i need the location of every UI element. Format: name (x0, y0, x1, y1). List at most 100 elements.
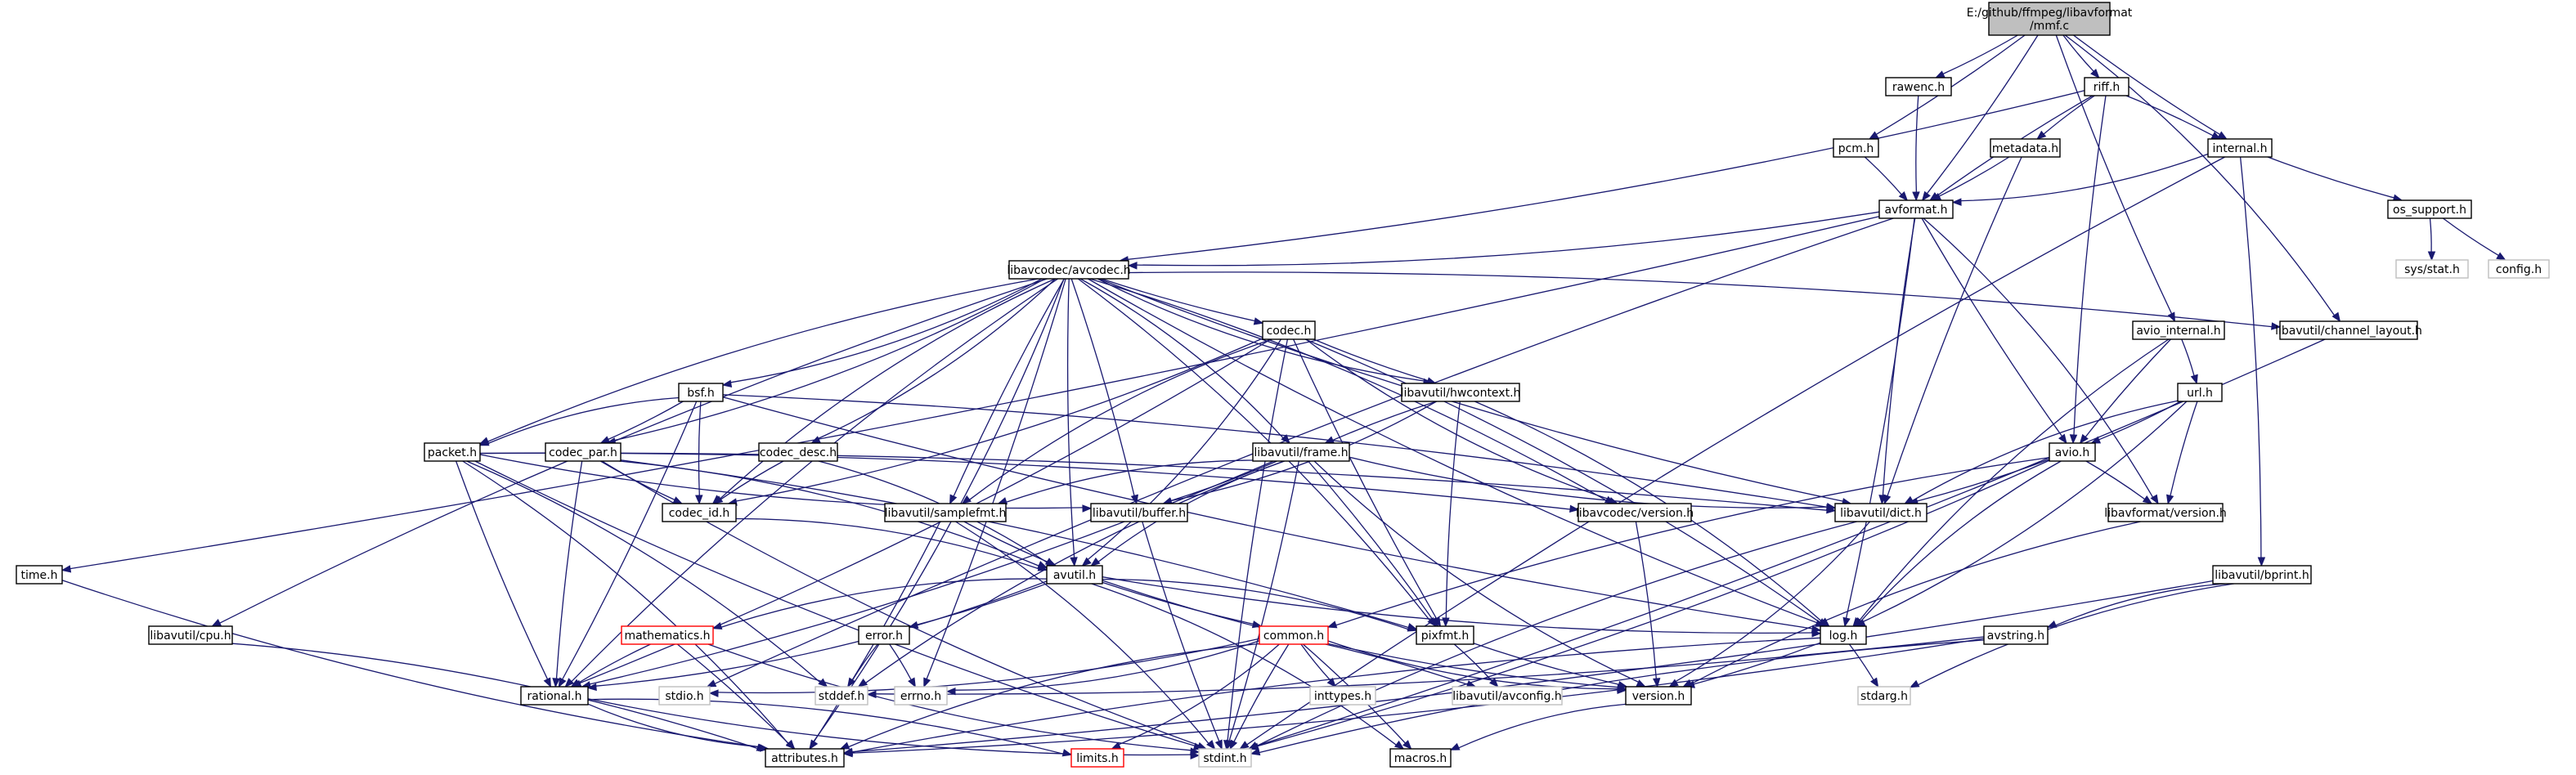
node-avcodec-h[interactable]: libavcodec/avcodec.h (1007, 260, 1131, 280)
node-codec-par-h[interactable]: codec_par.h (545, 442, 622, 462)
node-dict-h[interactable]: libavutil/dict.h (1834, 503, 1928, 522)
node-log-h[interactable]: log.h (1820, 625, 1867, 645)
edge-avcodec_h-to-errno_h (923, 278, 1066, 688)
node-box (1833, 138, 1879, 158)
edge-frame_h-to-stddef_h (857, 460, 1285, 688)
node-box (1983, 625, 2049, 645)
node-label: pixfmt.h (1421, 629, 1469, 643)
node-box (2107, 503, 2224, 522)
edge-codec_h-to-samplefmt_h (961, 338, 1272, 504)
node-limits-h[interactable]: limits.h (1070, 748, 1124, 768)
node-label: stddef.h (819, 690, 864, 703)
node-samplefmt-h[interactable]: libavutil/samplefmt.h (884, 503, 1007, 522)
node-mmf-c[interactable]: E:/github/ffmpeg/libavformat/mmf.c (1967, 2, 2133, 36)
node-box (2132, 320, 2225, 340)
edge-common_h-to-stdint_h (1229, 643, 1290, 750)
node-rawenc-h[interactable]: rawenc.h (1885, 77, 1952, 96)
node-label: mathematics.h (624, 629, 710, 643)
node-box (1401, 383, 1520, 402)
edge-mathematics_h-to-rational_h (570, 643, 651, 688)
node-pixfmt-h[interactable]: pixfmt.h (1416, 625, 1474, 645)
node-box (1070, 748, 1124, 768)
node-avformat-version-h[interactable]: libavformat/version.h (2104, 503, 2227, 522)
node-label: riff.h (2094, 81, 2120, 94)
node-box (765, 748, 845, 768)
node-riff-h[interactable]: riff.h (2084, 77, 2129, 96)
node-box (2488, 259, 2550, 279)
node-time-h[interactable]: time.h (16, 565, 63, 585)
node-box (1090, 503, 1188, 522)
node-common-h[interactable]: common.h (1259, 625, 1329, 645)
node-box (678, 383, 724, 402)
node-buffer-h[interactable]: libavutil/buffer.h (1090, 503, 1188, 522)
node-avstring-h[interactable]: avstring.h (1983, 625, 2049, 645)
node-label: stdint.h (1203, 752, 1246, 765)
edge-hwcontext_h-to-log_h (1474, 401, 1830, 627)
node-metadata-h[interactable]: metadata.h (1990, 138, 2061, 158)
node-label: version.h (1632, 690, 1685, 703)
node-avio-h[interactable]: avio.h (2049, 442, 2096, 462)
edge-error_h-to-errno_h (889, 643, 916, 688)
node-cpu-h[interactable]: libavutil/cpu.h (148, 625, 233, 645)
node-hwcontext-h[interactable]: libavutil/hwcontext.h (1401, 383, 1521, 402)
edge-bprint_h-to-stdarg_h (1909, 583, 2234, 688)
edge-avformat_h-to-stdio_h (706, 217, 1894, 688)
node-label: rawenc.h (1892, 81, 1945, 94)
node-pcm-h[interactable]: pcm.h (1833, 138, 1879, 158)
node-bprint-h[interactable]: libavutil/bprint.h (2212, 565, 2312, 585)
edge-avutil_h-to-pixfmt_h (1102, 578, 1418, 632)
edge-pixfmt_h-to-avconfig_h (1453, 643, 1499, 688)
node-avutil-h[interactable]: avutil.h (1046, 565, 1103, 585)
node-packet-h[interactable]: packet.h (424, 442, 481, 462)
node-error-h[interactable]: error.h (858, 625, 910, 645)
node-box (16, 565, 63, 585)
node-frame-h[interactable]: libavutil/frame.h (1252, 442, 1350, 462)
edge-codec_par_h-to-codec_id_h (599, 460, 684, 504)
node-label: libavutil/buffer.h (1093, 507, 1186, 520)
edge-codec_h-to-log_h (1304, 338, 1829, 627)
node-box (858, 625, 910, 645)
edge-codec_h-to-avcodec_version_h (1305, 338, 1619, 505)
edge-internal_h-to-bprint_h (2239, 156, 2266, 567)
edges-layer (61, 34, 2506, 759)
node-box (815, 686, 868, 706)
node-url-h[interactable]: url.h (2177, 383, 2223, 402)
node-bsf-h[interactable]: bsf.h (678, 383, 724, 402)
edge-pcm_h-to-avformat_h (1864, 156, 1909, 202)
node-box (1262, 320, 1316, 340)
node-codec-h[interactable]: codec.h (1262, 320, 1316, 340)
node-avcodec-version-h[interactable]: libavcodec/version.h (1576, 503, 1694, 522)
node-macros-h[interactable]: macros.h (1389, 748, 1452, 768)
node-label: libavutil/cpu.h (150, 629, 231, 643)
edge-avcodec_h-to-samplefmt_h (949, 278, 1065, 505)
node-avio-internal-h[interactable]: avio_internal.h (2132, 320, 2225, 340)
node-codec-desc-h[interactable]: codec_desc.h (758, 442, 838, 462)
node-internal-h[interactable]: internal.h (2207, 138, 2273, 158)
edge-riff_h-to-internal_h (2125, 95, 2222, 140)
node-box (1416, 625, 1474, 645)
node-rational-h[interactable]: rational.h (520, 686, 589, 706)
node-mathematics-h[interactable]: mathematics.h (621, 625, 714, 645)
edge-avutil_h-to-rational_h (586, 580, 1048, 692)
node-box (1259, 625, 1329, 645)
node-errno-h: errno.h (894, 686, 948, 706)
node-version-h[interactable]: version.h (1625, 686, 1692, 706)
node-label: avutil.h (1053, 569, 1096, 582)
edge-codec_desc_h-to-codec_id_h (712, 460, 784, 504)
node-box (2207, 138, 2273, 158)
edge-buffer_h-to-stdint_h (1142, 521, 1223, 750)
node-channel-layout-h[interactable]: libavutil/channel_layout.h (2275, 320, 2422, 340)
node-codec-id-h[interactable]: codec_id.h (662, 503, 737, 522)
edge-avutil_h-to-mathematics_h (711, 578, 1048, 630)
node-box (1857, 686, 1911, 706)
node-avformat-h[interactable]: avformat.h (1878, 199, 1954, 219)
node-label: internal.h (2212, 142, 2267, 155)
node-attributes-h[interactable]: attributes.h (765, 748, 845, 768)
edge-avcodec_h-to-frame_h (1079, 278, 1290, 444)
node-os-support-h[interactable]: os_support.h (2387, 199, 2472, 219)
node-stdint-h: stdint.h (1198, 748, 1252, 768)
node-box (2279, 320, 2418, 340)
edge-version_h-to-macros_h (1449, 703, 1627, 750)
node-config-h: config.h (2488, 259, 2550, 279)
edge-avstring_h-to-stdint_h (1250, 639, 1985, 756)
